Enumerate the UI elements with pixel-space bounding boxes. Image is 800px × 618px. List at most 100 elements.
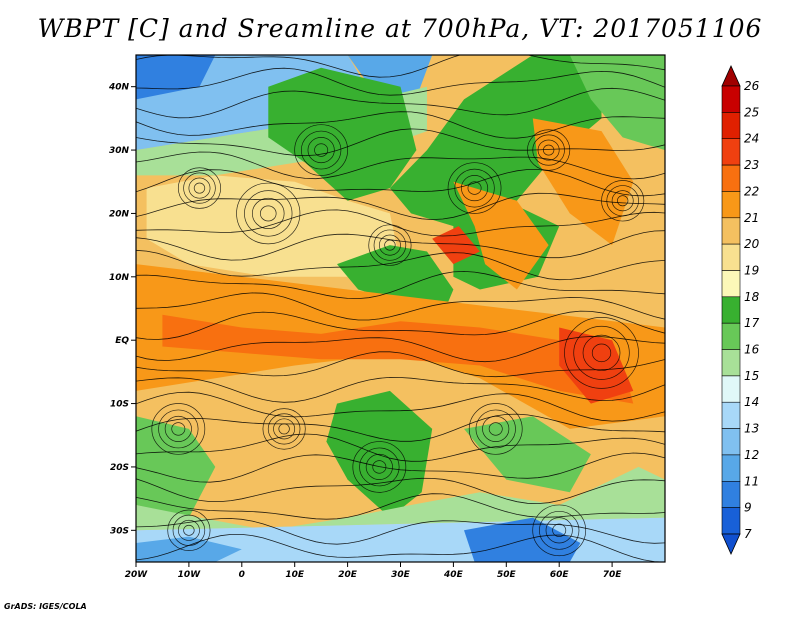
colorbar-segment [721, 85, 741, 113]
latitude-ticks: 40N 30N 20N 10N EQ 10S 20S 30S [108, 83, 136, 536]
streamline-eddy [368, 224, 412, 266]
map-title: WBPT [C] and Sreamline at 700hPa, VT: 20… [37, 14, 763, 43]
streamline-eddy [488, 422, 503, 436]
colorbar-segment [721, 296, 741, 324]
streamline [136, 351, 665, 378]
streamline-eddy [307, 137, 335, 164]
colorbar-segment [721, 454, 741, 482]
streamline-eddy [461, 175, 489, 202]
streamline-eddy [267, 413, 301, 445]
streamline-eddy [532, 134, 565, 166]
colorbar-label: 17 [744, 316, 760, 330]
lon-tick-label: 60E [550, 570, 570, 580]
streamline-eddy [260, 205, 277, 222]
colorbar-segment [721, 349, 741, 377]
streamline [136, 292, 665, 321]
streamline-eddy [171, 422, 186, 436]
streamlines [136, 55, 665, 562]
streamline-eddy [601, 180, 645, 222]
colorbar-segment [721, 138, 741, 166]
streamline [136, 336, 665, 363]
colorbar-segment [721, 270, 741, 298]
streamline-eddy [183, 172, 216, 204]
streamline-eddy [468, 403, 523, 455]
streamline-eddy [252, 197, 285, 229]
streamline [136, 249, 665, 281]
temperature-region [136, 466, 665, 531]
streamline-eddy [378, 234, 401, 256]
streamline [136, 391, 665, 422]
streamline-eddy [314, 143, 329, 157]
streamline-eddy [591, 343, 612, 363]
lon-tick-label: 0 [239, 570, 245, 580]
colorbar-label: 21 [744, 211, 759, 225]
streamline [136, 413, 665, 442]
lon-tick-label: 10E [285, 570, 305, 580]
streamline-eddy [573, 325, 630, 380]
colorbar-label: 16 [744, 343, 760, 357]
streamline [136, 270, 665, 300]
colorbar-segment [721, 507, 741, 535]
colorbar-label: 23 [744, 158, 759, 172]
lat-tick-label: 10N [109, 273, 130, 283]
colorbar-label: 15 [744, 369, 759, 383]
streamline [136, 452, 665, 483]
streamline-eddy [151, 403, 206, 455]
temperature-region [146, 175, 401, 277]
streamline [136, 518, 665, 545]
lon-tick-label: 20W [125, 570, 149, 580]
streamline-eddy [365, 453, 393, 480]
streamline [136, 87, 665, 119]
temperature-region [559, 327, 634, 404]
streamline-eddy [611, 190, 634, 212]
streamline-eddy [244, 190, 293, 237]
streamline-eddy [177, 167, 222, 209]
streamline-eddy [188, 177, 211, 199]
colorbar-bottom-arrow [721, 533, 741, 555]
temperature-region [136, 416, 216, 518]
streamline-eddy [164, 415, 192, 442]
streamline-eddy [542, 144, 555, 156]
streamline-eddy [294, 124, 348, 176]
streamline-eddy [467, 181, 482, 195]
streamline-eddy [447, 162, 502, 214]
streamline-eddy [582, 334, 621, 371]
streamline-eddy [539, 510, 580, 550]
colorbar-label: 22 [744, 184, 759, 198]
streamline [136, 376, 665, 403]
colorbar-segment [721, 428, 741, 456]
lon-tick-label: 70E [603, 570, 623, 580]
lon-tick-label: 40E [443, 570, 464, 580]
streamline-eddy [236, 182, 301, 245]
streamline [136, 55, 665, 78]
streamline [136, 209, 665, 237]
lat-tick-label: 40N [108, 83, 130, 93]
lon-tick-label: 10W [178, 570, 202, 580]
temperature-region [389, 55, 602, 227]
lat-tick-label: 20S [110, 463, 129, 473]
colorbar-label: 24 [744, 132, 759, 146]
streamline-eddy [273, 418, 296, 440]
streamline-eddy [183, 524, 195, 536]
streamline [136, 493, 665, 520]
colorbar-top-arrow [721, 65, 741, 87]
colorbar-label: 9 [744, 501, 752, 515]
streamline-eddy [301, 130, 342, 170]
streamline-eddy [482, 415, 510, 442]
streamline-eddy [172, 514, 206, 546]
streamline-eddy [278, 423, 290, 435]
streamline [136, 67, 665, 96]
streamline-eddy [454, 168, 495, 208]
longitude-ticks: 20W 10W 0 10E 20E 30E 40E 50E 60E 70E [125, 562, 623, 580]
temperature-region [136, 536, 242, 562]
streamline-eddy [158, 409, 199, 449]
streamline-eddy [537, 139, 560, 161]
colorbar-label: 12 [744, 448, 759, 462]
streamline-eddy [262, 408, 306, 450]
streamline [136, 192, 665, 221]
colorbar-segment [721, 322, 741, 350]
lat-tick-label: 30N [109, 146, 130, 156]
colorbar-segment [721, 112, 741, 140]
streamline-eddy [167, 509, 211, 551]
